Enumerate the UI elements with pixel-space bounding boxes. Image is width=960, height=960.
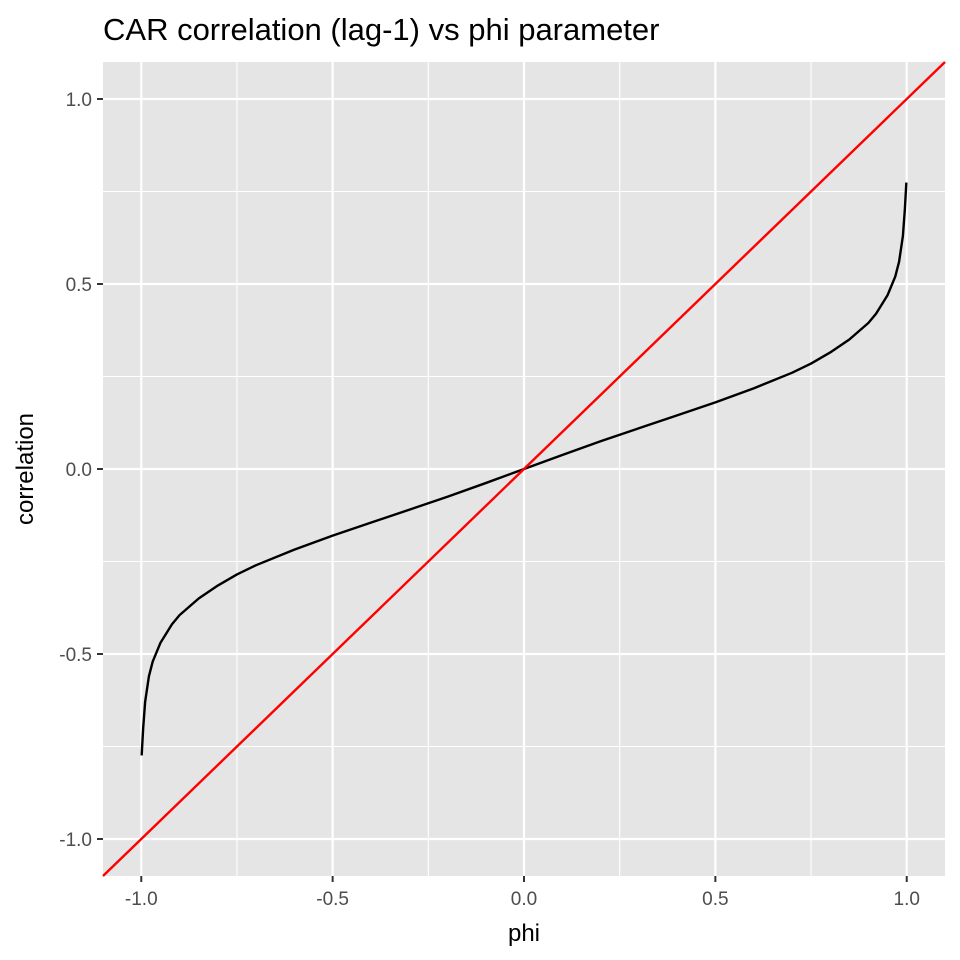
y-tick-label: -0.5	[59, 645, 92, 666]
series-layer	[102, 61, 946, 877]
x-tick-label: -0.5	[316, 889, 349, 910]
chart-title: CAR correlation (lag-1) vs phi parameter	[103, 12, 660, 47]
series-line-reference	[102, 61, 946, 877]
x-tick-label: 0.0	[511, 889, 537, 910]
y-tick-label: -1.0	[59, 830, 92, 851]
x-tick-label: 1.0	[894, 889, 920, 910]
x-tick-label: 0.5	[702, 889, 728, 910]
x-tick-label: -1.0	[125, 889, 158, 910]
y-tick-label: 1.0	[66, 90, 92, 111]
y-axis: -1.0 -0.5 0.0 0.5 1.0	[59, 90, 103, 851]
x-axis: -1.0 -0.5 0.0 0.5 1.0	[125, 876, 920, 910]
y-axis-label: correlation	[12, 413, 39, 525]
y-tick-label: 0.0	[66, 460, 92, 481]
x-axis-label: phi	[508, 920, 540, 947]
y-tick-label: 0.5	[66, 275, 92, 296]
